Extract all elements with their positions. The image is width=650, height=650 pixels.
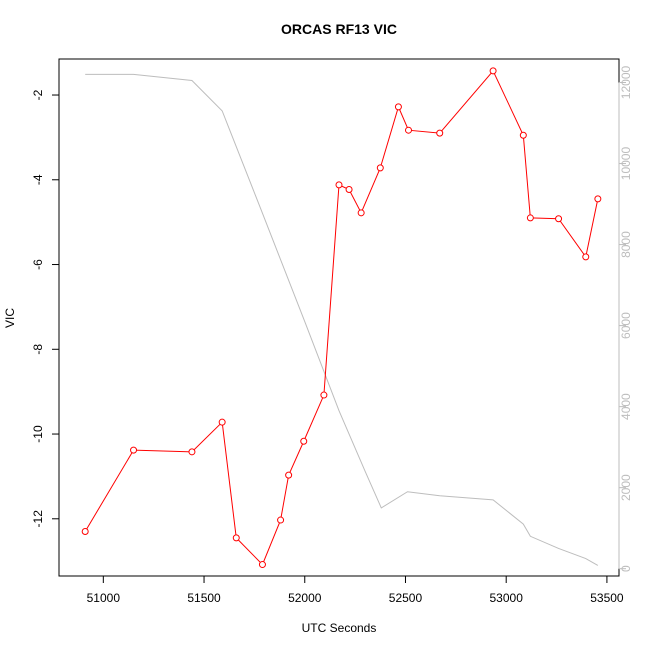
data-point	[188, 448, 196, 456]
x-axis-label: UTC Seconds	[302, 621, 377, 635]
data-point	[258, 561, 266, 569]
y2-tick-label: 2000	[619, 474, 633, 501]
y-tick-label: -8	[31, 344, 45, 355]
data-point	[376, 164, 384, 172]
chart-title: ORCAS RF13 VIC	[281, 21, 397, 37]
y2-tick-label: 8000	[619, 231, 633, 258]
data-point	[555, 215, 563, 223]
data-point	[519, 131, 527, 139]
data-point	[277, 516, 285, 524]
y2-tick-label: 12000	[619, 65, 633, 99]
data-point	[345, 186, 353, 194]
data-point	[320, 391, 328, 399]
data-point	[335, 181, 343, 189]
data-point	[218, 418, 226, 426]
data-point	[436, 129, 444, 137]
y2-tick-label: 0	[619, 565, 633, 572]
data-point	[130, 446, 138, 454]
y-tick-label: -12	[31, 510, 45, 528]
primary-series	[81, 67, 602, 569]
data-point	[404, 126, 412, 134]
y2-tick-label: 6000	[619, 312, 633, 339]
x-tick-label: 53500	[590, 591, 624, 605]
data-point	[582, 253, 590, 261]
y-tick-label: -4	[31, 174, 45, 185]
y-tick-label: -2	[31, 89, 45, 100]
x-tick-label: 51000	[87, 591, 121, 605]
x-tick-label: 52000	[288, 591, 322, 605]
data-point	[300, 437, 308, 445]
plot-frame	[58, 58, 620, 577]
y2-tick-label: 10000	[619, 147, 633, 181]
data-point	[394, 103, 402, 111]
data-point	[594, 195, 602, 203]
y-tick-label: -6	[31, 259, 45, 270]
data-point	[285, 471, 293, 479]
data-point	[489, 67, 497, 75]
secondary-series	[85, 73, 599, 566]
y-axis-label: VIC	[3, 308, 17, 328]
x-tick-label: 51500	[187, 591, 221, 605]
right-axis: 0 2000 4000 6000 8000 10000 12000	[618, 65, 633, 572]
y-tick-label: -10	[31, 425, 45, 443]
y2-tick-label: 4000	[619, 393, 633, 420]
data-point	[81, 528, 89, 536]
data-point	[357, 209, 365, 217]
secondary-series-line	[85, 73, 599, 566]
bottom-axis: 51000 51500 52000 52500 53000 53500	[87, 575, 624, 605]
x-tick-label: 52500	[389, 591, 423, 605]
x-tick-label: 53000	[490, 591, 524, 605]
primary-series-line	[84, 69, 599, 566]
data-point	[526, 214, 534, 222]
left-axis: -2 -4 -6 -8 -10 -12	[31, 89, 60, 528]
data-point	[232, 534, 240, 542]
